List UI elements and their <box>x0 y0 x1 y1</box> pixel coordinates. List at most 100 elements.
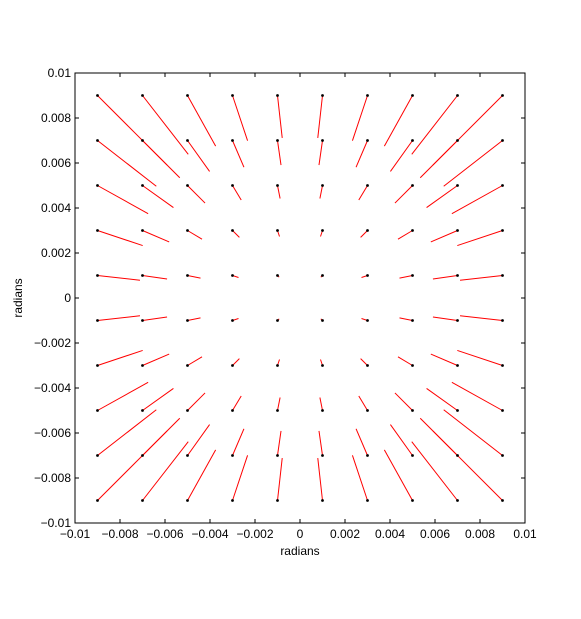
grid-point <box>96 499 99 502</box>
x-tick-label: 0.006 <box>420 527 450 541</box>
vector-line <box>318 140 323 166</box>
vector-line <box>457 349 503 366</box>
grid-point <box>411 94 414 97</box>
grid-point <box>276 139 279 142</box>
grid-point <box>96 319 99 322</box>
vector-line <box>355 428 368 456</box>
grid-point <box>141 139 144 142</box>
vector-line <box>317 457 323 501</box>
vector-line <box>97 275 141 281</box>
vector-line <box>394 392 413 411</box>
x-tick-label: 0 <box>297 527 304 541</box>
grid-point <box>456 94 459 97</box>
grid-point <box>456 364 459 367</box>
grid-point <box>141 94 144 97</box>
vector-line <box>187 317 201 321</box>
y-tick-label: −0.008 <box>34 471 71 485</box>
vector-line <box>443 409 503 456</box>
grid-point <box>411 409 414 412</box>
grid-point <box>276 409 279 412</box>
vector-line <box>97 185 149 215</box>
grid-point <box>456 229 459 232</box>
y-tick-label: −0.006 <box>34 426 71 440</box>
grid-point <box>231 499 234 502</box>
grid-point <box>186 274 189 277</box>
point-layer <box>96 94 504 502</box>
vector-line <box>459 315 503 321</box>
grid-point <box>321 229 324 232</box>
vector-line <box>355 140 368 168</box>
grid-point <box>366 364 369 367</box>
vector-line <box>97 95 168 166</box>
vector-line <box>411 441 458 501</box>
grid-point <box>456 499 459 502</box>
vector-line <box>277 140 282 166</box>
grid-point <box>321 499 324 502</box>
grid-point <box>411 139 414 142</box>
grid-point <box>366 454 369 457</box>
vector-line <box>187 356 203 366</box>
vector-line <box>383 449 413 501</box>
x-tick-label: 0.002 <box>330 527 360 541</box>
vector-line <box>397 356 413 366</box>
vector-line <box>351 95 368 141</box>
vector-line <box>430 353 458 366</box>
vector-line <box>399 317 413 321</box>
vector-line <box>390 140 413 172</box>
y-tick-label: 0.004 <box>41 201 71 215</box>
vector-line <box>358 185 368 201</box>
grid-point <box>501 499 504 502</box>
grid-point <box>321 139 324 142</box>
vector-line <box>142 388 174 411</box>
grid-point <box>276 94 279 97</box>
grid-point <box>456 184 459 187</box>
grid-point <box>96 409 99 412</box>
vector-line <box>142 230 170 243</box>
vector-line <box>319 185 323 199</box>
grid-point <box>411 364 414 367</box>
grid-point <box>276 319 279 322</box>
x-tick-label: 0.004 <box>375 527 405 541</box>
grid-point <box>141 499 144 502</box>
x-tick-label: −0.002 <box>236 527 273 541</box>
y-tick-label: 0.002 <box>41 246 71 260</box>
grid-point <box>141 319 144 322</box>
vector-line <box>277 95 283 139</box>
grid-point <box>321 94 324 97</box>
vector-line <box>97 381 149 411</box>
grid-point <box>501 229 504 232</box>
vector-line <box>432 95 503 166</box>
vector-line <box>277 397 281 411</box>
grid-point <box>141 409 144 412</box>
grid-point <box>186 499 189 502</box>
grid-point <box>231 409 234 412</box>
x-tick-label: 0.01 <box>513 527 537 541</box>
grid-point <box>366 184 369 187</box>
vector-line <box>187 275 201 279</box>
vector-line <box>397 230 413 240</box>
grid-point <box>501 94 504 97</box>
vector-line <box>142 316 168 321</box>
x-axis-label: radians <box>280 544 319 558</box>
grid-point <box>366 139 369 142</box>
x-tick-label: −0.004 <box>191 527 228 541</box>
vector-line <box>187 95 217 147</box>
grid-point <box>231 454 234 457</box>
grid-point <box>501 139 504 142</box>
vector-line <box>318 430 323 456</box>
vector-line <box>187 230 203 240</box>
grid-point <box>96 364 99 367</box>
vector-line <box>430 230 458 243</box>
grid-point <box>186 184 189 187</box>
grid-point <box>141 184 144 187</box>
x-tick-label: −0.01 <box>60 527 91 541</box>
vector-line <box>351 455 368 501</box>
grid-point <box>456 274 459 277</box>
grid-point <box>141 274 144 277</box>
grid-point <box>321 409 324 412</box>
grid-point <box>366 94 369 97</box>
grid-point <box>141 229 144 232</box>
grid-point <box>141 364 144 367</box>
vector-line <box>360 358 368 366</box>
